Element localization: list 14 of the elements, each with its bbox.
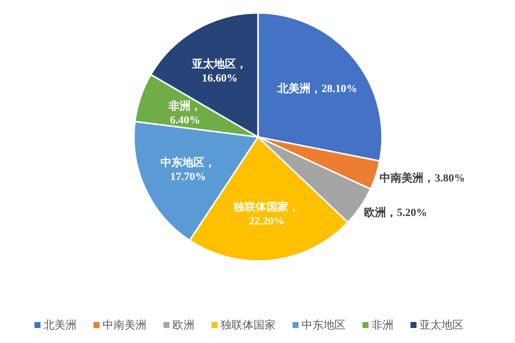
legend-label: 中东地区 [302,318,346,332]
data-label: 亚太地区， 16.60% [191,57,248,84]
data-label: 中南美洲，3.80% [380,172,465,185]
data-label: 中东地区， 17.70% [160,156,216,184]
legend-label: 北美洲 [44,318,76,332]
data-label: 欧洲，5.20% [364,206,428,219]
data-label: 非洲， 6.40% [168,99,202,126]
legend-label: 亚太地区 [420,318,464,332]
legend-label: 非洲 [372,318,394,332]
legend-label: 独联体国家 [220,318,276,332]
data-label: 北美洲，28.10% [276,82,358,96]
data-label: 独联体国家， 22.20% [232,200,300,228]
legend-label: 欧洲 [172,318,194,332]
legend-label: 中南美洲 [102,318,146,332]
